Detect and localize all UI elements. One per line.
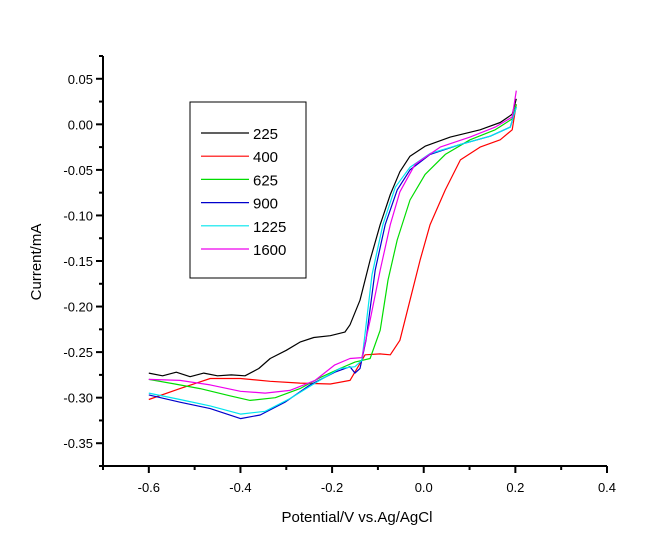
x-tick-label: 0.4 bbox=[598, 480, 616, 495]
legend-label: 900 bbox=[253, 196, 278, 213]
legend-label: 625 bbox=[253, 172, 278, 189]
y-tick-label: -0.30 bbox=[63, 391, 93, 406]
series-line-625 bbox=[148, 104, 517, 401]
series-line-1600 bbox=[148, 90, 517, 394]
legend-box bbox=[189, 101, 307, 279]
series-line-400 bbox=[148, 104, 517, 401]
x-axis-title: Potential/V vs.Ag/AgCl bbox=[282, 509, 433, 526]
x-ticks: -0.6 -0.4 -0.2 0.0 0.2 0.4 bbox=[102, 466, 616, 495]
y-tick-label: -0.20 bbox=[63, 300, 93, 315]
y-tick-label: 0.05 bbox=[68, 72, 93, 87]
series-line-1225 bbox=[148, 106, 517, 415]
x-tick-label: -0.6 bbox=[138, 480, 160, 495]
legend: 225 400 625 900 1225 1600 bbox=[189, 101, 307, 279]
legend-items: 225 400 625 900 1225 1600 bbox=[201, 126, 286, 259]
y-axis-title: Current/mA bbox=[28, 224, 45, 301]
legend-label: 1225 bbox=[253, 219, 286, 236]
x-tick-label: -0.4 bbox=[229, 480, 251, 495]
y-tick-label: -0.35 bbox=[63, 436, 93, 451]
y-tick-label: 0.00 bbox=[68, 117, 93, 132]
x-tick-label: 0.2 bbox=[506, 480, 524, 495]
x-tick-label: -0.2 bbox=[321, 480, 343, 495]
x-tick-label: 0.0 bbox=[415, 480, 433, 495]
legend-label: 225 bbox=[253, 126, 278, 143]
legend-label: 400 bbox=[253, 149, 278, 166]
legend-label: 1600 bbox=[253, 242, 286, 259]
y-tick-label: -0.10 bbox=[63, 208, 93, 223]
series-line-225 bbox=[148, 98, 517, 378]
y-tick-label: -0.05 bbox=[63, 163, 93, 178]
y-tick-label: -0.25 bbox=[63, 345, 93, 360]
axes: -0.6 -0.4 -0.2 0.0 0.2 0.4 0.05 0.00 -0.05 -0.10… bbox=[63, 55, 616, 495]
y-tick-label: -0.15 bbox=[63, 254, 93, 269]
y-ticks: 0.05 0.00 -0.05 -0.10 -0.15 -0.20 -0.25 -0.30 -0… bbox=[63, 55, 103, 467]
plot-curves bbox=[148, 90, 517, 420]
